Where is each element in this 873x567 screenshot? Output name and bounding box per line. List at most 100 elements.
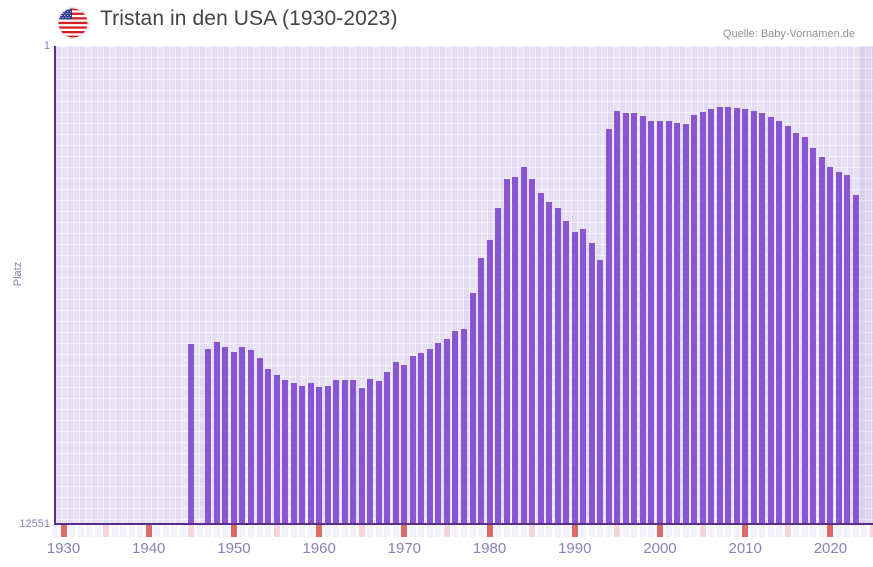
bar[interactable] [716,107,723,524]
x-tick-mark [682,525,689,537]
bar[interactable] [452,331,459,524]
bar[interactable] [461,329,467,524]
x-tick-mark [247,525,254,537]
bar[interactable] [648,121,655,524]
bar[interactable] [350,380,357,524]
bar[interactable] [426,349,433,524]
bar[interactable] [852,195,859,524]
x-tick-mark [708,525,715,537]
bar[interactable] [563,221,570,524]
bar[interactable] [256,358,263,524]
bar[interactable] [793,133,800,524]
x-tick-mark [631,525,638,537]
bar[interactable] [537,193,544,524]
bar[interactable] [265,369,272,524]
bar[interactable] [597,260,604,524]
bar[interactable] [622,113,629,524]
bar[interactable] [725,107,732,524]
bar[interactable] [767,117,774,524]
bar[interactable] [213,342,220,524]
x-tick-mark [852,525,859,537]
bar[interactable] [827,167,834,524]
bar[interactable] [307,383,314,524]
x-tick-mark [605,525,612,537]
bar[interactable] [273,375,280,524]
us-flag-icon [58,8,88,38]
bar[interactable] [443,339,450,524]
bar[interactable] [571,232,578,524]
x-tick-mark [188,525,195,537]
bar[interactable] [375,381,382,524]
bar[interactable] [682,124,689,524]
bar[interactable] [290,383,297,524]
bar[interactable] [503,179,510,524]
bar[interactable] [733,108,740,524]
bar-series [55,46,873,524]
x-axis-tick-label: 2000 [643,540,677,557]
bar[interactable] [776,121,783,524]
bar[interactable] [835,172,842,524]
chart-header: Tristan in den USA (1930-2023) Quelle: B… [0,0,873,44]
bar[interactable] [750,111,757,524]
bar[interactable] [708,109,715,524]
bar[interactable] [639,116,646,524]
bar[interactable] [316,387,323,524]
bar[interactable] [656,121,663,524]
bar[interactable] [512,177,519,524]
x-tick-mark [77,525,84,537]
bar[interactable] [784,126,791,524]
bar[interactable] [222,347,229,524]
bar[interactable] [495,208,502,524]
bar[interactable] [665,121,672,524]
bar[interactable] [367,379,374,524]
bar[interactable] [801,137,808,524]
bar[interactable] [810,148,817,524]
bar[interactable] [401,365,408,524]
x-tick-mark [282,525,289,537]
bar[interactable] [324,386,331,524]
bar[interactable] [435,343,442,524]
x-tick-mark [784,525,791,537]
x-tick-mark [716,525,723,537]
bar[interactable] [605,129,612,524]
bar[interactable] [844,175,851,524]
x-axis-tick-label: 2020 [813,540,848,557]
y-axis-title: Platz [12,261,24,287]
x-tick-mark [478,525,485,537]
bar[interactable] [631,113,638,524]
bar[interactable] [588,243,595,524]
bar[interactable] [469,293,476,524]
x-tick-mark [554,525,561,537]
bar[interactable] [580,229,587,524]
bar[interactable] [341,380,348,524]
bar[interactable] [392,362,399,524]
bar[interactable] [299,386,306,524]
bar[interactable] [554,208,561,524]
bar[interactable] [188,344,195,524]
x-axis-tick-label: 1940 [132,540,166,557]
bar[interactable] [205,349,212,524]
bar[interactable] [358,388,365,524]
bar[interactable] [418,353,425,524]
bar[interactable] [691,115,698,524]
y-axis-bottom-label: 12551 [19,518,50,530]
bar[interactable] [230,352,237,524]
bar[interactable] [674,123,681,524]
bar[interactable] [282,380,289,524]
bar[interactable] [529,179,536,524]
x-tick-mark [580,525,587,537]
bar[interactable] [384,372,391,524]
bar[interactable] [239,347,246,524]
bar[interactable] [333,380,340,524]
bar[interactable] [614,111,621,524]
bar[interactable] [486,240,493,524]
bar[interactable] [742,109,749,524]
bar[interactable] [759,113,766,524]
bar[interactable] [520,167,527,524]
bar[interactable] [699,112,706,524]
bar[interactable] [247,350,254,524]
bar[interactable] [409,356,416,524]
bar[interactable] [546,202,553,524]
bar[interactable] [818,157,825,524]
bar[interactable] [478,258,485,524]
